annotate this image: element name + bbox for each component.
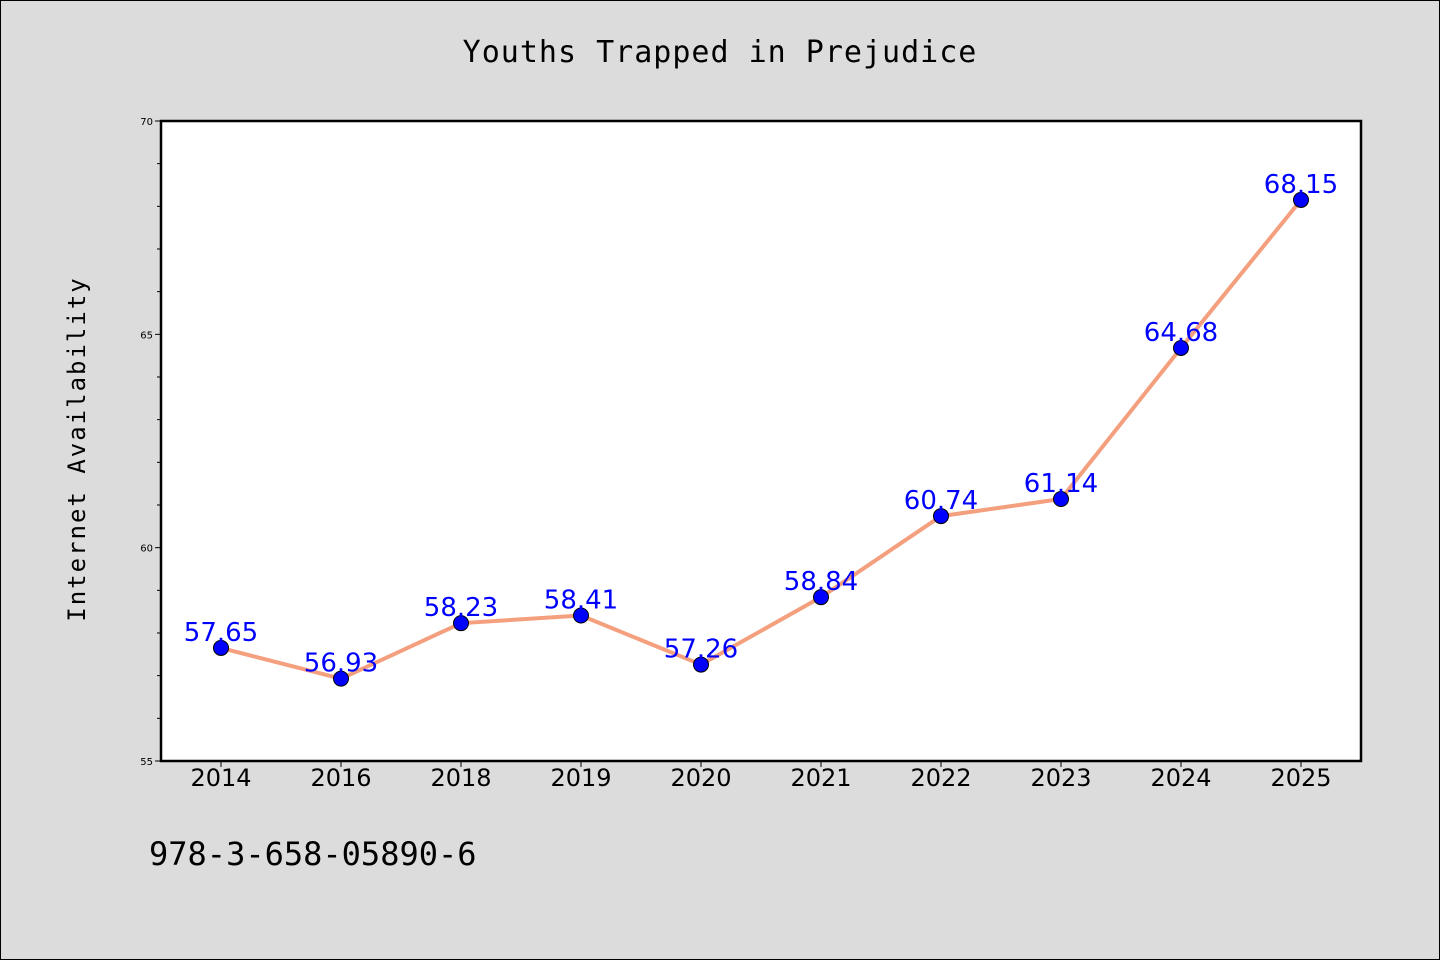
series-line xyxy=(219,197,1303,681)
data-label: 57.26 xyxy=(664,635,738,665)
data-label: 60.74 xyxy=(904,486,978,516)
y-tick-label: 60 xyxy=(140,544,153,555)
x-tick-label: 2018 xyxy=(430,764,491,792)
x-tick-label: 2014 xyxy=(190,764,251,792)
x-tick-label: 2022 xyxy=(910,764,971,792)
data-point xyxy=(213,639,229,656)
chart-title: Youths Trapped in Prejudice xyxy=(462,35,978,70)
data-label: 58.41 xyxy=(544,586,618,616)
x-tick-label: 2025 xyxy=(1270,764,1331,792)
isbn-text: 978-3-658-05890-6 xyxy=(149,835,477,873)
data-point xyxy=(333,670,349,687)
data-label: 57.65 xyxy=(184,618,258,648)
data-point xyxy=(813,589,829,606)
plot-frame xyxy=(159,119,1363,763)
y-tick-label: 55 xyxy=(140,757,153,768)
data-point xyxy=(573,607,589,624)
data-point xyxy=(1173,339,1189,356)
data-label: 56.93 xyxy=(304,649,378,679)
data-label: 58.23 xyxy=(424,593,498,623)
data-label: 58.84 xyxy=(784,567,858,597)
data-point xyxy=(933,508,949,525)
data-point xyxy=(1293,191,1309,208)
data-point xyxy=(1053,491,1069,508)
data-point xyxy=(453,615,469,632)
y-tick-label: 70 xyxy=(140,117,153,128)
data-label: 61.14 xyxy=(1024,469,1098,499)
data-point xyxy=(693,656,709,673)
x-tick-label: 2024 xyxy=(1150,764,1211,792)
x-tick-label: 2023 xyxy=(1030,764,1091,792)
y-tick-label: 65 xyxy=(140,330,153,341)
data-label: 64.68 xyxy=(1144,318,1218,348)
data-label: 68.15 xyxy=(1264,170,1338,200)
x-tick-label: 2020 xyxy=(670,764,731,792)
x-tick-label: 2021 xyxy=(790,764,851,792)
x-tick-label: 2016 xyxy=(310,764,371,792)
plot-area xyxy=(161,121,1361,761)
x-tick-label: 2019 xyxy=(550,764,611,792)
